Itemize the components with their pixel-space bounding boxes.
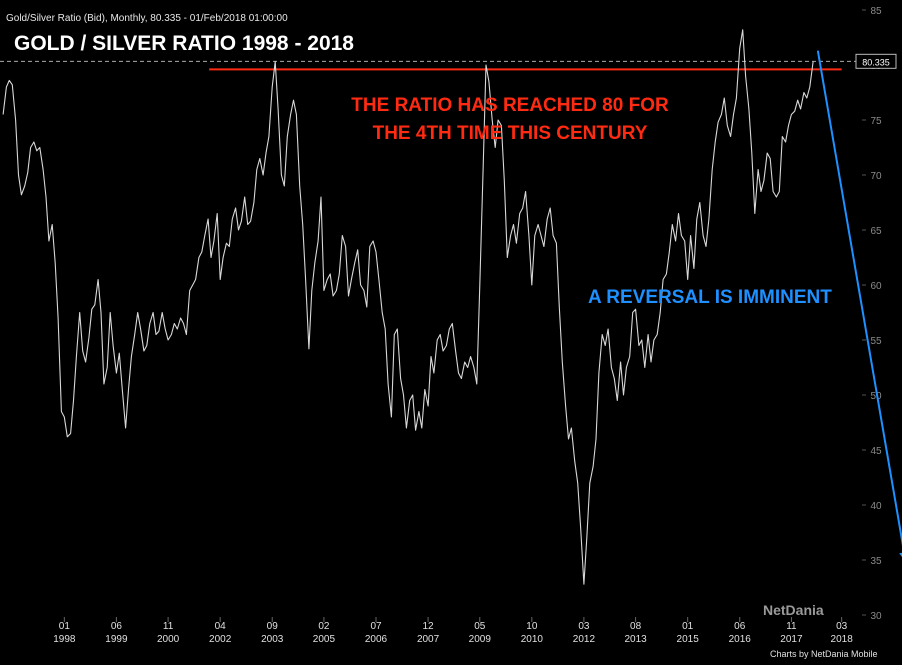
y-tick-label: 60 (870, 281, 882, 292)
x-tick-month: 02 (318, 621, 330, 632)
x-tick-month: 03 (836, 621, 848, 632)
x-tick-month: 07 (370, 621, 382, 632)
x-tick-year: 2017 (780, 634, 803, 645)
reversal-annotation: A REVERSAL IS IMMINENT (588, 287, 832, 308)
x-tick-month: 03 (578, 621, 590, 632)
x-tick-year: 2018 (831, 634, 854, 645)
y-tick-label: 85 (870, 6, 882, 17)
x-tick-year: 2016 (729, 634, 752, 645)
x-tick-month: 11 (786, 621, 797, 632)
x-tick-month: 06 (734, 621, 746, 632)
x-tick-year: 1998 (53, 634, 76, 645)
x-tick-month: 12 (423, 621, 435, 632)
reversal-arrow-head (899, 552, 902, 557)
series-line (2, 29, 814, 585)
x-tick-month: 06 (111, 621, 123, 632)
ratio-annotation-line2: THE 4TH TIME THIS CENTURY (372, 123, 648, 144)
x-axis: 01 1998 06 1999 11 2000 04 2002 09 2003 02 2005 07 20… (53, 617, 853, 645)
netdania-logo: NetDania (763, 602, 824, 618)
y-tick-label: 75 (870, 116, 882, 127)
x-tick-year: 1999 (105, 634, 128, 645)
x-tick-month: 11 (163, 621, 174, 632)
y-tick-label: 55 (870, 336, 882, 347)
x-tick-year: 2005 (313, 634, 336, 645)
x-tick-year: 2013 (624, 634, 647, 645)
y-tick-label: 30 (870, 611, 882, 622)
y-tick-label: 35 (870, 556, 882, 567)
x-tick-month: 04 (215, 621, 227, 632)
y-tick-label: 45 (870, 446, 882, 457)
x-tick-year: 2010 (521, 634, 544, 645)
x-tick-month: 05 (474, 621, 486, 632)
x-tick-year: 2000 (157, 634, 180, 645)
series-group (2, 29, 814, 585)
x-tick-year: 2009 (469, 634, 492, 645)
reversal-arrow-shaft (816, 50, 902, 546)
x-tick-year: 2007 (417, 634, 440, 645)
chart-title: GOLD / SILVER RATIO 1998 - 2018 (14, 32, 354, 55)
x-tick-month: 01 (682, 621, 694, 632)
x-tick-year: 2003 (261, 634, 284, 645)
ratio-annotation: THE RATIO HAS REACHED 80 FOR THE 4TH TIM… (295, 92, 725, 148)
ratio-annotation-line1: THE RATIO HAS REACHED 80 FOR (351, 95, 669, 116)
chart-overlays: 80.335 (0, 50, 902, 557)
y-tick-label: 50 (870, 391, 882, 402)
last-price-box (855, 53, 897, 69)
x-tick-month: 09 (267, 621, 279, 632)
y-tick-label: 70 (870, 171, 882, 182)
y-tick-label: 40 (870, 501, 882, 512)
x-tick-month: 08 (630, 621, 642, 632)
x-tick-month: 10 (526, 621, 538, 632)
chart-header-caption: Gold/Silver Ratio (Bid), Monthly, 80.335… (6, 13, 288, 24)
chart-credit: Charts by NetDania Mobile (770, 649, 878, 659)
y-tick-label: 65 (870, 226, 882, 237)
x-tick-year: 2002 (209, 634, 232, 645)
x-tick-year: 2006 (365, 634, 388, 645)
x-tick-month: 01 (59, 621, 71, 632)
x-tick-year: 2015 (677, 634, 700, 645)
last-price-label: 80.335 (862, 57, 890, 67)
x-tick-year: 2012 (573, 634, 596, 645)
